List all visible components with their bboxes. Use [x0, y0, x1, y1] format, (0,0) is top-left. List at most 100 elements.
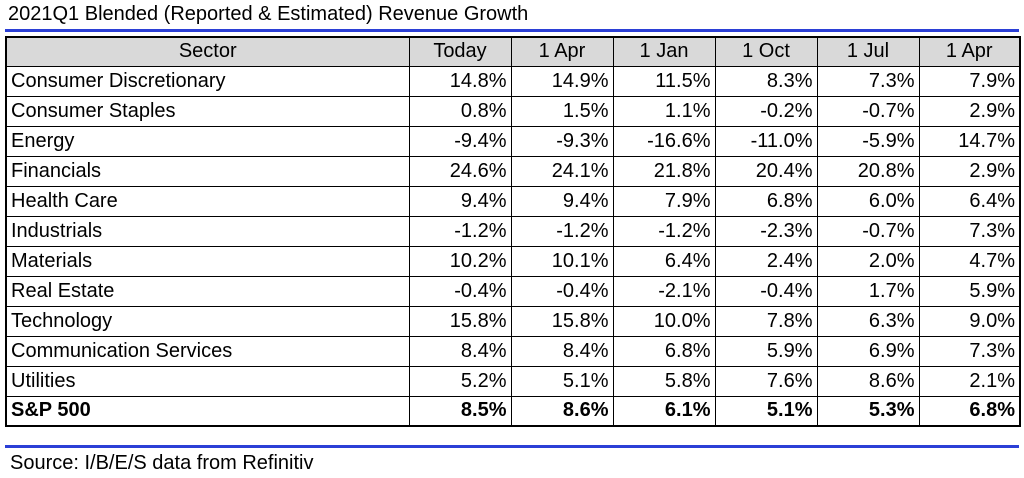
growth-value-cell: 6.8%: [714, 185, 818, 217]
sector-cell: Communication Services: [5, 335, 410, 367]
growth-value-cell: -1.2%: [408, 215, 512, 247]
growth-value-cell: 7.9%: [918, 65, 1021, 97]
growth-value-cell: -0.4%: [714, 275, 818, 307]
growth-value-cell: 21.8%: [612, 155, 716, 187]
growth-value-cell: 2.4%: [714, 245, 818, 277]
growth-value-cell: 8.3%: [714, 65, 818, 97]
table-row: Industrials -1.2% -1.2% -1.2% -2.3% -0.7% 7.3%: [5, 215, 1021, 247]
growth-value-cell: 5.8%: [612, 365, 716, 397]
growth-value-cell: 2.1%: [918, 365, 1021, 397]
column-header-date: 1 Apr: [918, 36, 1021, 67]
growth-value-cell: 6.1%: [612, 395, 716, 427]
sector-cell: Financials: [5, 155, 410, 187]
growth-value-cell: -5.9%: [816, 125, 920, 157]
sector-cell: Real Estate: [5, 275, 410, 307]
growth-value-cell: -2.3%: [714, 215, 818, 247]
growth-value-cell: 7.6%: [714, 365, 818, 397]
column-header-date: 1 Oct: [714, 36, 818, 67]
growth-value-cell: 5.9%: [918, 275, 1021, 307]
bottom-rule: [5, 445, 1019, 448]
growth-value-cell: 8.4%: [408, 335, 512, 367]
column-header-date: 1 Jul: [816, 36, 920, 67]
table-row: Consumer Discretionary 14.8% 14.9% 11.5% 8.3…: [5, 65, 1021, 97]
growth-value-cell: 20.8%: [816, 155, 920, 187]
table-row: Financials 24.6% 24.1% 21.8% 20.4% 20.8% 2.9%: [5, 155, 1021, 187]
growth-value-cell: -1.2%: [510, 215, 614, 247]
growth-value-cell: -0.4%: [510, 275, 614, 307]
sector-cell: Industrials: [5, 215, 410, 247]
table-header-row: Sector Today 1 Apr 1 Jan 1 Oct 1 Jul 1 Apr: [5, 36, 1021, 67]
revenue-growth-table: Sector Today 1 Apr 1 Jan 1 Oct 1 Jul 1 Apr Con…: [5, 36, 1021, 427]
sector-cell: Materials: [5, 245, 410, 277]
growth-value-cell: 10.2%: [408, 245, 512, 277]
growth-value-cell: 14.8%: [408, 65, 512, 97]
growth-value-cell: 7.3%: [918, 215, 1021, 247]
growth-value-cell: -16.6%: [612, 125, 716, 157]
sector-cell: Health Care: [5, 185, 410, 217]
column-header-date: Today: [408, 36, 512, 67]
table-row: Materials 10.2% 10.1% 6.4% 2.4% 2.0% 4.7%: [5, 245, 1021, 277]
growth-value-cell: 24.6%: [408, 155, 512, 187]
growth-value-cell: 6.0%: [816, 185, 920, 217]
table-body: Consumer Discretionary 14.8% 14.9% 11.5% 8.3…: [5, 65, 1021, 427]
column-header-date: 1 Jan: [612, 36, 716, 67]
growth-value-cell: 6.9%: [816, 335, 920, 367]
growth-value-cell: 7.3%: [816, 65, 920, 97]
growth-value-cell: 1.5%: [510, 95, 614, 127]
growth-value-cell: -0.4%: [408, 275, 512, 307]
column-header-sector: Sector: [5, 36, 410, 67]
chart-title: 2021Q1 Blended (Reported & Estimated) Re…: [8, 3, 529, 25]
growth-value-cell: 14.9%: [510, 65, 614, 97]
growth-value-cell: 8.4%: [510, 335, 614, 367]
growth-value-cell: 6.3%: [816, 305, 920, 337]
growth-value-cell: 1.7%: [816, 275, 920, 307]
sector-cell: Utilities: [5, 365, 410, 397]
growth-value-cell: 15.8%: [408, 305, 512, 337]
growth-value-cell: 6.8%: [612, 335, 716, 367]
growth-value-cell: 6.4%: [918, 185, 1021, 217]
table-row: Utilities 5.2% 5.1% 5.8% 7.6% 8.6% 2.1%: [5, 365, 1021, 397]
growth-value-cell: -0.2%: [714, 95, 818, 127]
growth-value-cell: 7.9%: [612, 185, 716, 217]
growth-value-cell: 7.3%: [918, 335, 1021, 367]
growth-value-cell: 6.8%: [918, 395, 1021, 427]
sector-cell: Energy: [5, 125, 410, 157]
growth-value-cell: 8.6%: [510, 395, 614, 427]
growth-value-cell: 10.1%: [510, 245, 614, 277]
sector-cell: Technology: [5, 305, 410, 337]
growth-value-cell: -0.7%: [816, 95, 920, 127]
growth-value-cell: -0.7%: [816, 215, 920, 247]
sector-cell: Consumer Staples: [5, 95, 410, 127]
growth-value-cell: -2.1%: [612, 275, 716, 307]
growth-value-cell: 11.5%: [612, 65, 716, 97]
growth-value-cell: 4.7%: [918, 245, 1021, 277]
growth-value-cell: 15.8%: [510, 305, 614, 337]
total-row: S&P 500 8.5% 8.6% 6.1% 5.1% 5.3% 6.8%: [5, 395, 1021, 427]
column-header-date: 1 Apr: [510, 36, 614, 67]
growth-value-cell: 24.1%: [510, 155, 614, 187]
growth-value-cell: 14.7%: [918, 125, 1021, 157]
growth-value-cell: 5.3%: [816, 395, 920, 427]
growth-value-cell: 2.9%: [918, 155, 1021, 187]
growth-value-cell: 8.6%: [816, 365, 920, 397]
table-row: Health Care 9.4% 9.4% 7.9% 6.8% 6.0% 6.4%: [5, 185, 1021, 217]
sector-cell: Consumer Discretionary: [5, 65, 410, 97]
growth-value-cell: 9.0%: [918, 305, 1021, 337]
sector-cell: S&P 500: [5, 395, 410, 427]
table-row: Real Estate -0.4% -0.4% -2.1% -0.4% 1.7% 5.9%: [5, 275, 1021, 307]
growth-value-cell: -11.0%: [714, 125, 818, 157]
growth-value-cell: 1.1%: [612, 95, 716, 127]
growth-value-cell: 5.2%: [408, 365, 512, 397]
growth-value-cell: 6.4%: [612, 245, 716, 277]
growth-value-cell: 5.1%: [510, 365, 614, 397]
table-row: Communication Services 8.4% 8.4% 6.8% 5.9% 6.…: [5, 335, 1021, 367]
growth-value-cell: 20.4%: [714, 155, 818, 187]
growth-value-cell: 9.4%: [510, 185, 614, 217]
growth-value-cell: 9.4%: [408, 185, 512, 217]
growth-value-cell: 7.8%: [714, 305, 818, 337]
growth-value-cell: -9.4%: [408, 125, 512, 157]
source-note: Source: I/B/E/S data from Refinitiv: [10, 452, 314, 474]
growth-value-cell: -9.3%: [510, 125, 614, 157]
growth-value-cell: -1.2%: [612, 215, 716, 247]
growth-value-cell: 2.9%: [918, 95, 1021, 127]
